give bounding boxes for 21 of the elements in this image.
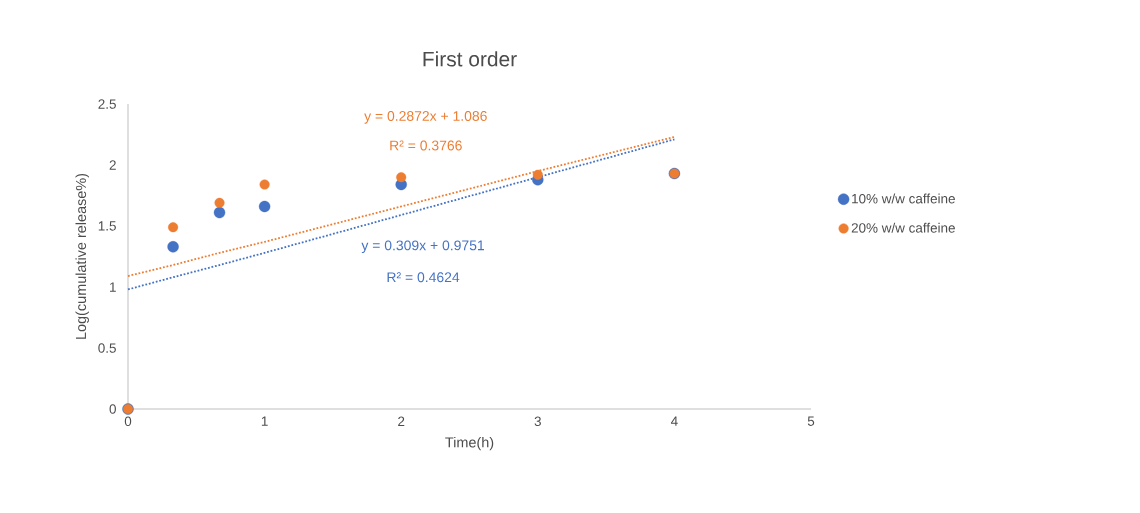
- y-tick-label: 1: [110, 282, 116, 292]
- y-tick-label: 2.5: [98, 99, 116, 109]
- legend-label: 10% w/w caffeine: [852, 193, 955, 204]
- legend-label: 20% w/w caffeine: [851, 222, 955, 233]
- x-tick-label: 1: [261, 416, 268, 426]
- x-tick-label: 4: [670, 416, 678, 426]
- y-tick-label: 2: [109, 160, 116, 170]
- annotation: y = 0.2872x + 1.086: [364, 111, 487, 124]
- annotation: R² = 0.3766: [390, 140, 462, 151]
- x-tick-label: 3: [534, 416, 541, 427]
- x-tick-label: 0: [124, 416, 132, 427]
- y-tick-label: 1.5: [98, 221, 116, 231]
- annotation: R² = 0.4624: [387, 272, 460, 283]
- y-axis-title: Log(cumulative release%): [75, 173, 89, 339]
- annotation: y = 0.309x + 0.9751: [361, 240, 485, 254]
- x-tick-label: 5: [807, 416, 815, 426]
- y-tick-label: 0: [109, 404, 116, 414]
- x-tick-label: 2: [398, 416, 405, 426]
- y-tick-label: 0.5: [98, 343, 116, 353]
- chart-title: First order: [423, 51, 517, 67]
- x-axis-title: Time(h): [445, 436, 494, 451]
